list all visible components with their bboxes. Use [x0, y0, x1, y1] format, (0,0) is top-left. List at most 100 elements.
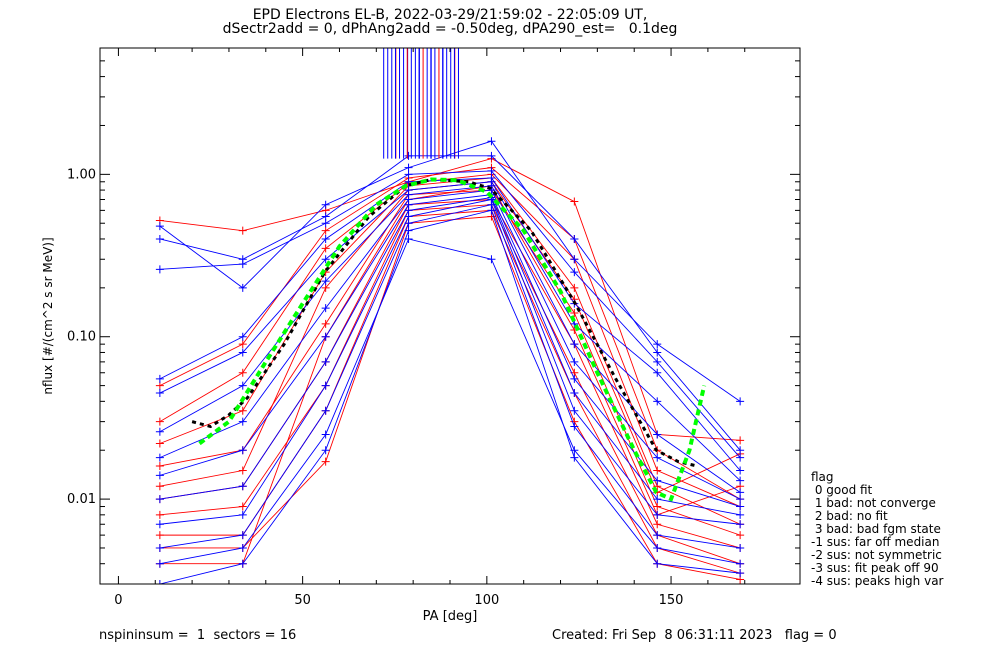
series-11-point-4	[487, 137, 496, 146]
y-tick-label: 1.00	[67, 167, 96, 182]
series-4-point-6	[653, 520, 662, 529]
flag-legend: flag 0 good fit 1 bad: not converge 2 ba…	[811, 471, 943, 588]
series-6-point-0	[155, 531, 164, 540]
series-10-point-0	[155, 417, 164, 426]
series-9-point-2	[321, 283, 330, 292]
series-20-point-0	[155, 520, 164, 529]
series-10-point-6	[653, 466, 662, 475]
series-9-point-0	[155, 482, 164, 491]
series-13-point-2	[321, 219, 330, 228]
series-5-point-0	[155, 510, 164, 519]
x-axis-label: PA [deg]	[423, 609, 478, 624]
series-22-point-1	[238, 543, 247, 552]
series-21-point-2	[321, 406, 330, 415]
series-23-point-1	[238, 559, 247, 568]
data-layer	[155, 48, 745, 584]
series-3-point-7	[736, 531, 745, 540]
legend-item: -1 sus: far off median	[811, 535, 940, 549]
series-20-point-2	[321, 381, 330, 390]
series-line-21	[159, 204, 741, 549]
legend-item: -3 sus: fit peak off 90	[811, 561, 939, 575]
series-20-point-7	[736, 520, 745, 529]
series-11-point-3	[404, 163, 413, 172]
footer-left: nspininsum = 1 sectors = 16	[99, 628, 297, 643]
series-23-point-3	[404, 226, 413, 235]
series-line-16	[159, 185, 741, 493]
series-16-point-5	[570, 340, 579, 349]
series-18-point-6	[653, 476, 662, 485]
series-15-point-1	[238, 348, 247, 357]
series-21-point-6	[653, 531, 662, 540]
series-21-point-7	[736, 543, 745, 552]
series-18-point-5	[570, 374, 579, 383]
series-22-point-6	[653, 543, 662, 552]
series-12-point-7	[736, 446, 745, 455]
series-line-17	[159, 189, 741, 500]
series-19-point-2	[321, 357, 330, 366]
series-13-point-4	[487, 166, 496, 175]
y-axis-label: nflux [#/(cm^2 s sr MeV)]	[41, 237, 55, 394]
series-18-point-7	[736, 502, 745, 511]
series-14-point-7	[736, 466, 745, 475]
footer-right: Created: Fri Sep 8 06:31:11 2023 flag = …	[552, 628, 837, 643]
legend-item: 0 good fit	[811, 483, 873, 497]
series-line-13	[159, 170, 741, 458]
series-15-point-6	[653, 397, 662, 406]
series-0-point-7	[736, 436, 745, 445]
series-11-point-7	[736, 397, 745, 406]
series-23-point-2	[321, 446, 330, 455]
series-line-20	[159, 198, 741, 525]
series-10-point-2	[321, 244, 330, 253]
series-23-point-4	[487, 206, 496, 215]
series-2-point-0	[155, 439, 164, 448]
series-16-point-7	[736, 488, 745, 497]
series-10-point-1	[238, 368, 247, 377]
median-curve	[191, 177, 698, 468]
series-2-point-1	[238, 406, 247, 415]
series-23-point-5	[570, 453, 579, 462]
series-line-9	[159, 181, 741, 493]
x-tick-label: 50	[294, 593, 311, 608]
series-1-point-0	[155, 381, 164, 390]
series-line-0	[159, 158, 741, 441]
series-9-point-1	[238, 466, 247, 475]
series-line-4	[159, 199, 741, 549]
series-15-point-7	[736, 476, 745, 485]
series-1-point-1	[238, 340, 247, 349]
series-19-point-0	[155, 495, 164, 504]
legend-item: -4 sus: peaks high var	[811, 574, 944, 588]
series-17-point-6	[653, 453, 662, 462]
series-13-point-1	[238, 260, 247, 269]
series-line-12	[159, 155, 741, 451]
series-line-8	[159, 185, 741, 565]
series-11-point-0	[155, 222, 164, 231]
series-12-point-2	[321, 212, 330, 221]
series-16-point-2	[321, 277, 330, 286]
series-22-point-7	[736, 559, 745, 568]
series-14-point-2	[321, 234, 330, 243]
series-13-point-3	[404, 170, 413, 179]
series-line-22	[159, 238, 741, 565]
series-16-point-1	[238, 381, 247, 390]
x-tick-label: 100	[474, 593, 499, 608]
series-11-point-6	[653, 340, 662, 349]
series-14-point-6	[653, 368, 662, 377]
x-tick-label: 150	[659, 593, 684, 608]
series-line-19	[159, 197, 741, 516]
series-13-point-7	[736, 453, 745, 462]
series-23-point-7	[736, 569, 745, 578]
series-21-point-1	[238, 531, 247, 540]
series-line-14	[159, 177, 741, 471]
series-line-11	[159, 140, 741, 402]
series-3-point-6	[653, 502, 662, 511]
series-12-point-5	[570, 234, 579, 243]
series-19-point-7	[736, 510, 745, 519]
series-22-point-4	[487, 255, 496, 264]
series-12-point-4	[487, 151, 496, 160]
series-line-7	[159, 216, 741, 580]
y-tick-label: 0.10	[67, 330, 96, 345]
series-21-point-0	[155, 543, 164, 552]
series-1-point-2	[321, 226, 330, 235]
series-13-point-0	[155, 265, 164, 274]
series-17-point-7	[736, 495, 745, 504]
